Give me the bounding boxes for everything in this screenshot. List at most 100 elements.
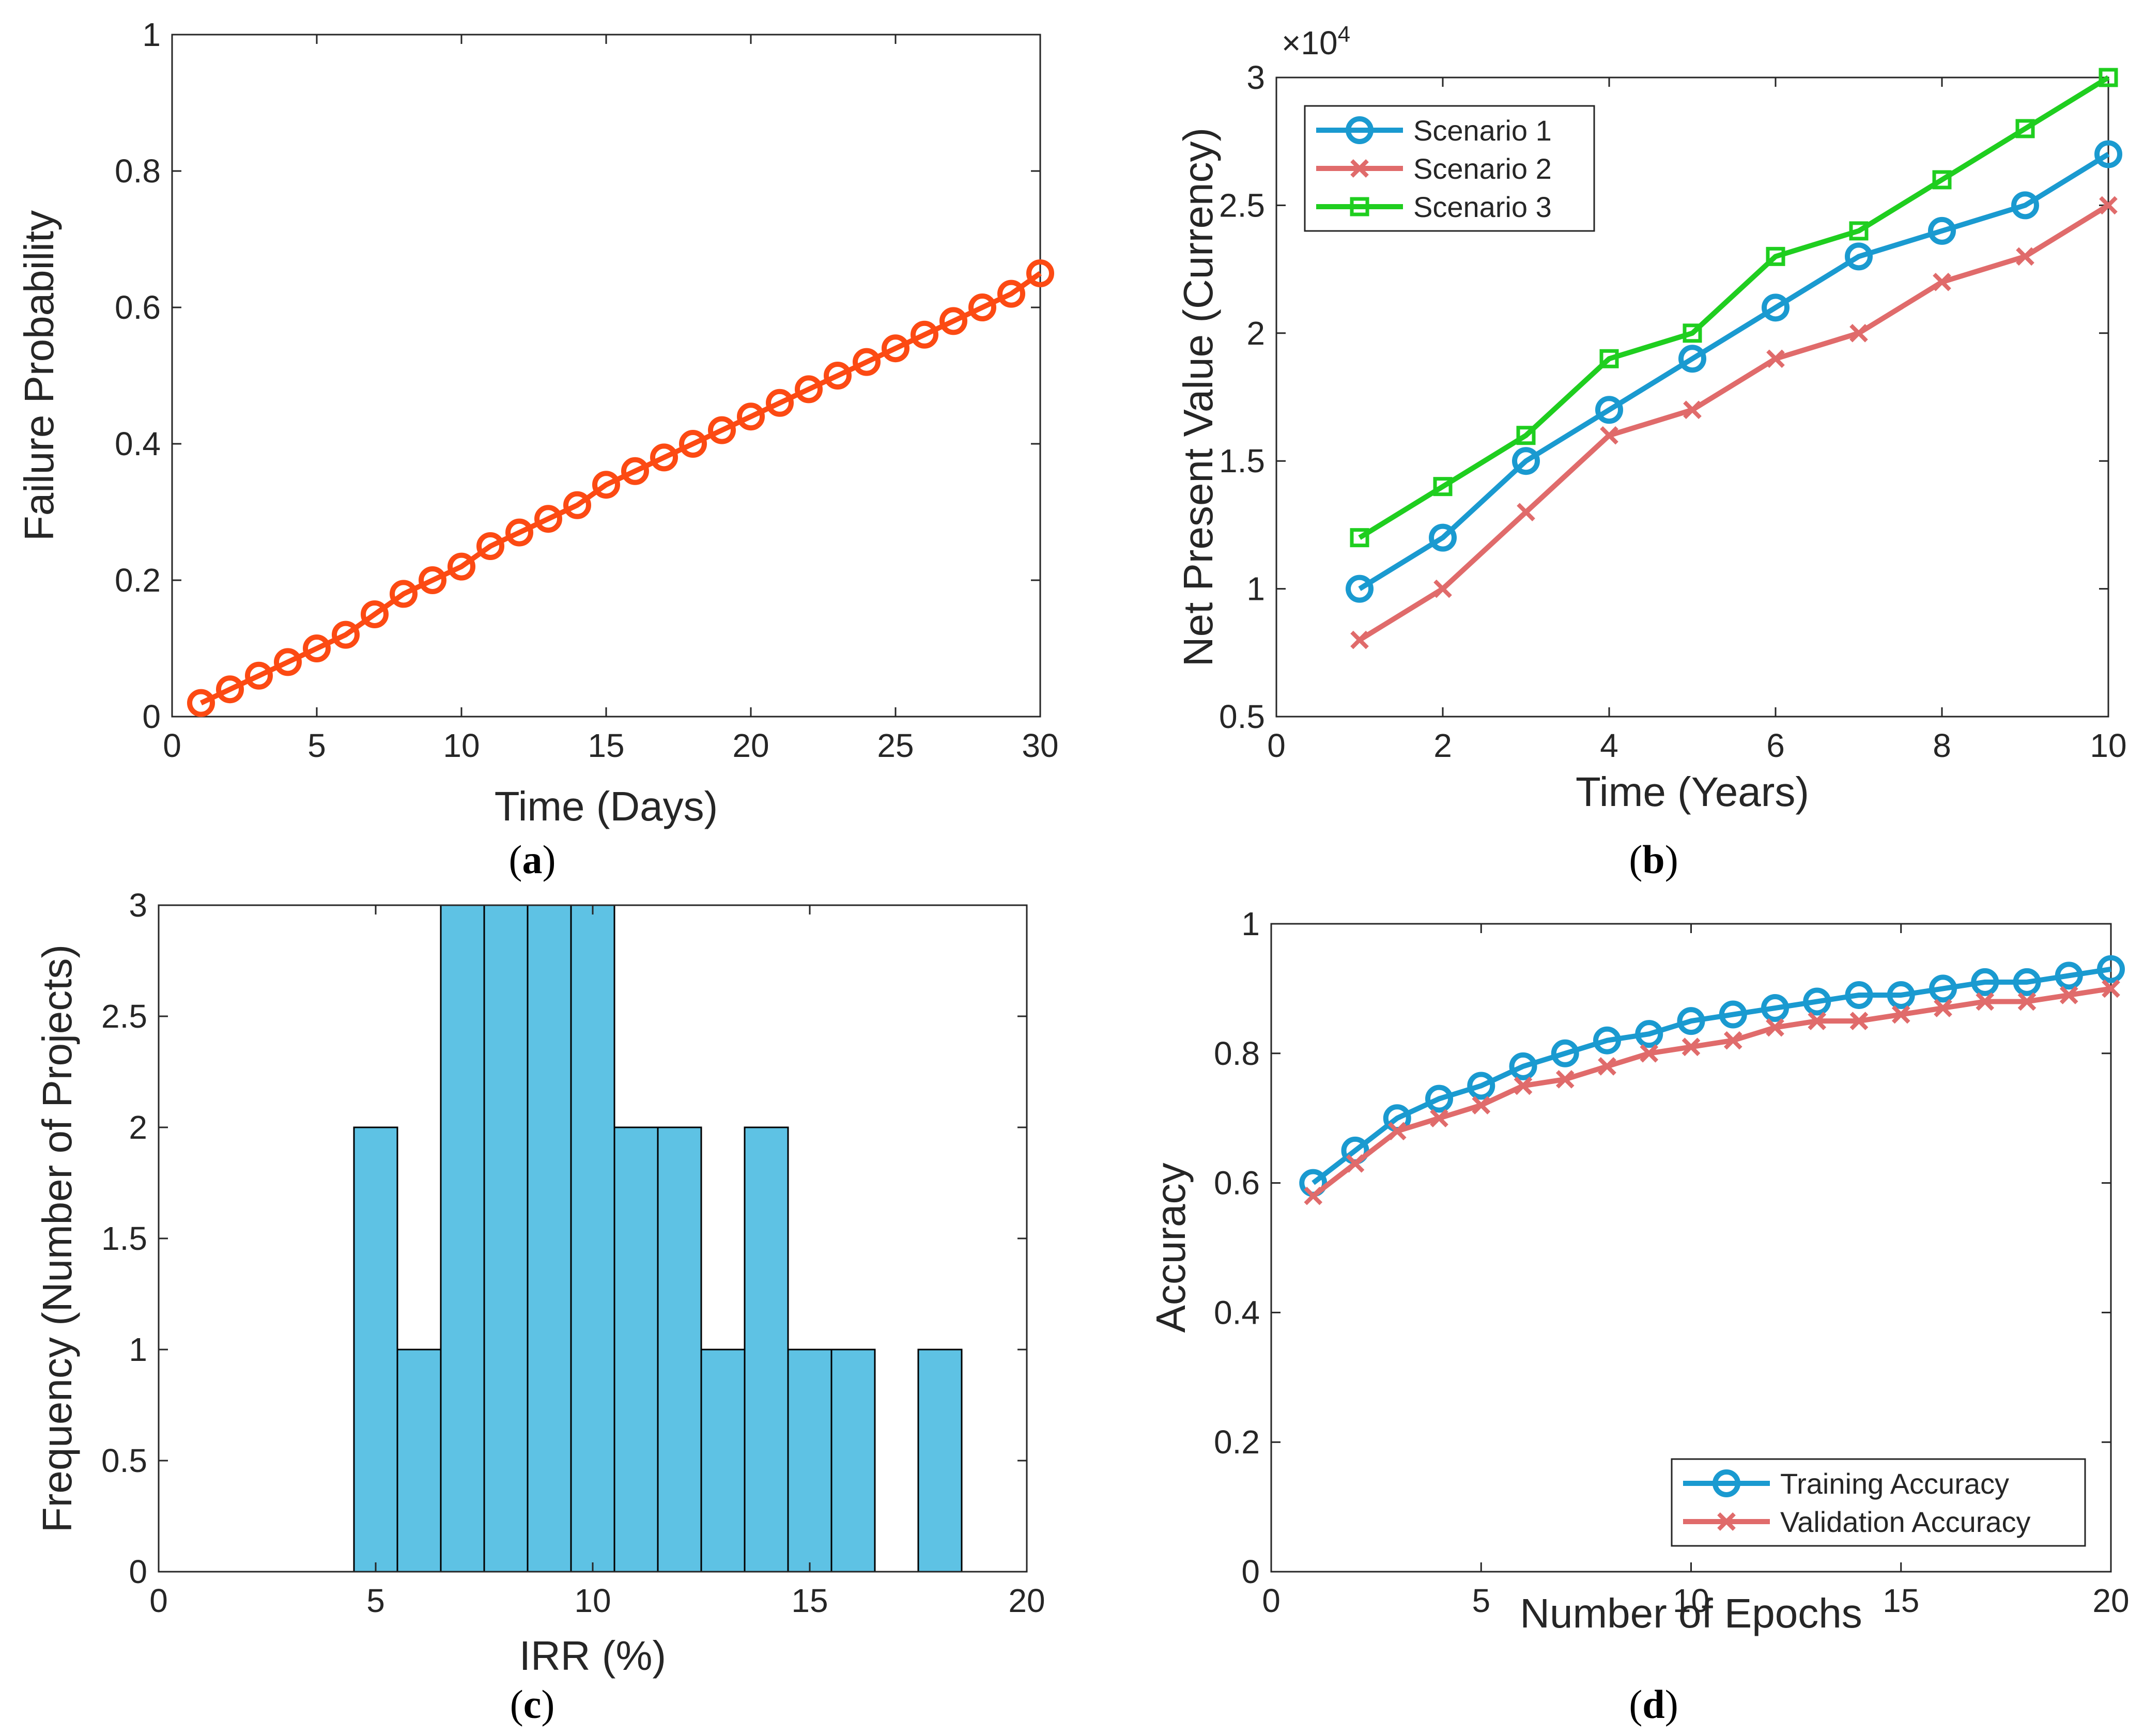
y-tick-label: 0.6	[1214, 1165, 1260, 1202]
data-point	[505, 518, 533, 547]
data-point	[1350, 630, 1369, 649]
data-point	[1425, 1084, 1453, 1113]
histogram-bar-8	[700, 1349, 746, 1573]
x-axis-label: Time (Days)	[495, 783, 718, 829]
data-point	[419, 566, 446, 594]
data-point	[2097, 955, 2125, 983]
caption-paren-open: (	[1629, 837, 1642, 882]
data-point	[1766, 349, 1785, 368]
data-point	[1933, 273, 1951, 291]
legend-label: Validation Accuracy	[1780, 1506, 2031, 1538]
data-point-stroke-b	[1472, 1096, 1491, 1114]
x-tick-label: 5	[307, 727, 326, 764]
panel-c: 0 5 10 15 20 0 0.5 1 1.5 2 2.5 3 IRR (%) Frequency (N…	[34, 887, 1045, 1727]
caption-paren-open: (	[510, 1682, 523, 1727]
x-tick-label: 0	[163, 727, 181, 764]
series-0	[187, 259, 1054, 717]
data-point-stroke-b	[1640, 1044, 1659, 1063]
data-point	[1677, 1007, 1705, 1035]
caption-paren-close: )	[541, 1682, 554, 1727]
x-tick-label: 2	[1433, 727, 1452, 764]
legend-swatch-marker	[1350, 159, 1369, 178]
data-point-stroke-b	[1933, 273, 1951, 291]
caption-paren-open: (	[1629, 1682, 1642, 1727]
y-exponent-base: ×10	[1282, 24, 1338, 61]
legend-label: Scenario 2	[1413, 152, 1552, 185]
data-point-stroke-b	[2016, 247, 2034, 266]
data-point	[1849, 221, 1869, 241]
legend-swatch-marker-stroke-b	[1717, 1512, 1736, 1531]
series-line	[1358, 75, 2110, 540]
panel-caption: (a)	[509, 837, 556, 882]
data-point	[592, 471, 620, 499]
data-point	[187, 689, 215, 717]
data-point	[1555, 1070, 1575, 1089]
data-point-stroke-b	[1808, 1012, 1827, 1030]
data-point	[2017, 992, 2037, 1011]
series-line	[1312, 966, 2111, 1185]
x-tick-label: 10	[2090, 727, 2126, 764]
data-point	[1976, 992, 1995, 1011]
data-point-stroke-b	[1891, 1005, 1910, 1024]
y-tick-label: 1.5	[1219, 442, 1265, 479]
x-tick-label: 20	[732, 727, 769, 764]
data-point-stroke-b	[1555, 1070, 1575, 1089]
data-point	[1766, 246, 1785, 266]
panel-a: 0 5 10 15 20 25 30 0 0.2 0.4 0.6 0.8 1 Time (Days) Fai…	[16, 16, 1059, 882]
data-point	[1849, 323, 1868, 343]
data-point	[1600, 426, 1618, 445]
y-tick-label: 2.5	[1219, 187, 1265, 224]
data-point	[563, 491, 591, 519]
data-point	[1467, 1072, 1495, 1100]
y-tick-label: 0.4	[1214, 1294, 1260, 1331]
x-tick-label: 6	[1766, 727, 1785, 764]
data-point	[303, 634, 331, 662]
x-tick-label: 0	[1262, 1582, 1281, 1619]
histogram-bar-0	[353, 1126, 398, 1573]
legend-box	[1671, 1458, 2086, 1547]
data-point	[1719, 1000, 1747, 1029]
legend-label: Scenario 3	[1413, 191, 1552, 223]
y-tick-label: 2	[129, 1109, 147, 1146]
data-point	[534, 505, 562, 533]
data-point	[650, 443, 678, 472]
legend-item: Validation Accuracy	[1683, 1506, 2031, 1538]
data-point	[1598, 1057, 1616, 1076]
caption-paren-open: (	[509, 837, 522, 882]
data-point-stroke-b	[1517, 503, 1535, 521]
histogram-bars	[353, 904, 963, 1573]
y-axis-label: Failure Probability	[16, 210, 62, 541]
data-point	[2102, 979, 2120, 998]
panel-caption: (d)	[1629, 1682, 1678, 1727]
data-point-stroke-b	[2017, 992, 2037, 1011]
series-line	[1358, 203, 2110, 642]
x-tick-label: 10	[574, 1582, 611, 1619]
series-1	[1304, 979, 2120, 1205]
data-point-stroke-b	[1433, 579, 1452, 598]
legend-item: Scenario 1	[1316, 114, 1552, 147]
data-point	[1350, 528, 1369, 548]
histogram-bar-9	[744, 1126, 789, 1573]
x-tick-label: 4	[1600, 727, 1618, 764]
y-tick-label: 1	[142, 16, 161, 53]
series-line	[199, 271, 1042, 706]
x-tick-label: 10	[443, 727, 480, 764]
data-point	[1635, 1020, 1663, 1048]
y-exponent-power: 4	[1338, 22, 1350, 47]
data-point	[1430, 1109, 1448, 1128]
data-point	[2016, 247, 2034, 266]
data-point	[1683, 400, 1702, 420]
y-tick-label: 0.6	[115, 289, 161, 326]
x-tick-label: 25	[877, 727, 914, 764]
data-point	[2099, 68, 2118, 87]
data-point	[1683, 323, 1702, 343]
x-axis-label: Number of Epochs	[1520, 1590, 1862, 1636]
data-point	[1599, 349, 1619, 368]
caption-letter: b	[1642, 837, 1664, 882]
data-point	[1929, 974, 1957, 1003]
data-point-stroke-b	[1387, 1122, 1407, 1141]
x-axis-label: Time (Years)	[1576, 769, 1809, 815]
data-point	[390, 580, 418, 608]
data-point	[245, 661, 273, 690]
